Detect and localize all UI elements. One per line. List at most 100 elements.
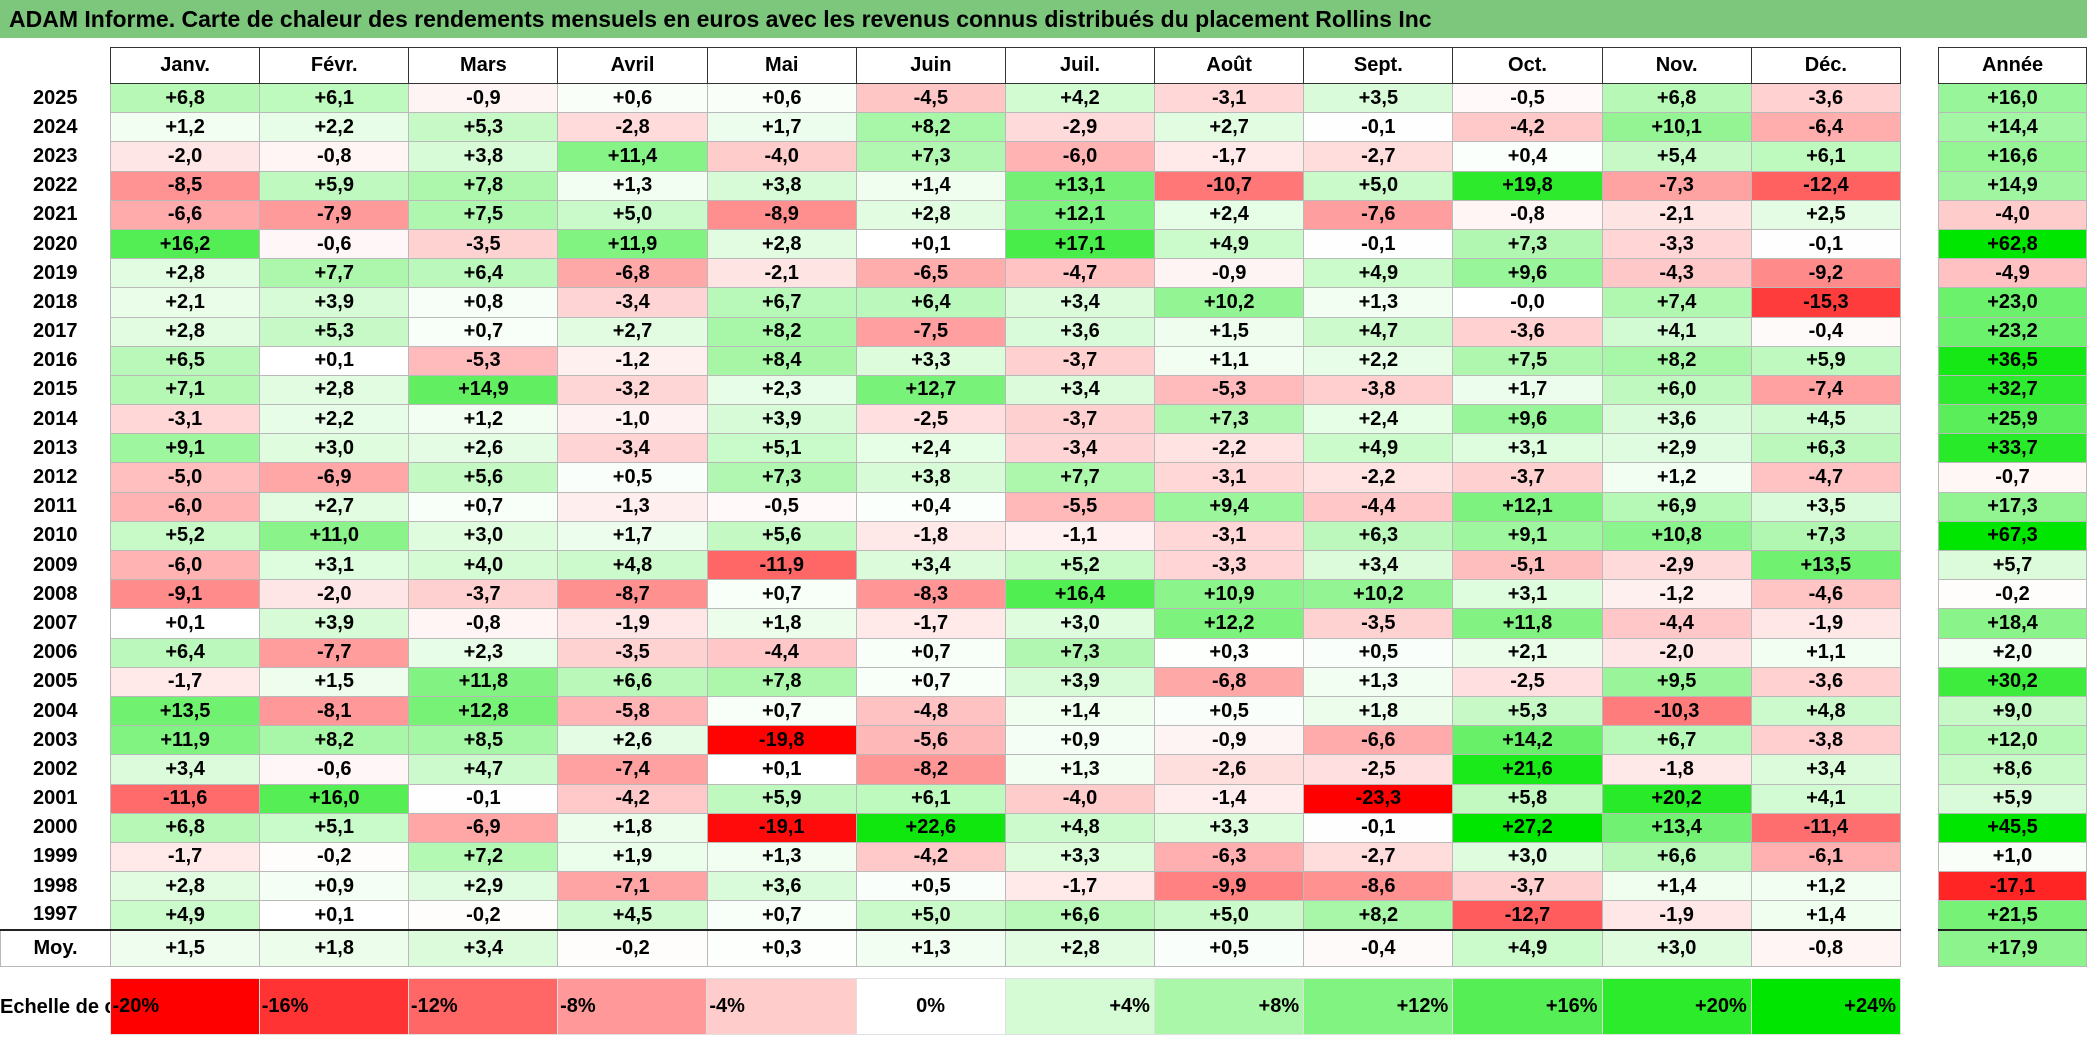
- annual-cell: -4,9: [1938, 258, 2087, 289]
- heatmap-cell: +2,1: [1452, 637, 1603, 668]
- heatmap-cell: +0,1: [109, 608, 261, 639]
- heatmap-cell: +5,0: [557, 199, 708, 230]
- annual-cell: +62,8: [1938, 228, 2087, 260]
- month-header: Déc.: [1750, 47, 1902, 84]
- heatmap-cell: +7,1: [109, 374, 261, 406]
- annual-cell: +32,7: [1938, 374, 2087, 406]
- heatmap-cell: +1,2: [1750, 871, 1902, 902]
- heatmap-cell: +6,8: [1601, 82, 1752, 114]
- heatmap-cell: -2,0: [1601, 637, 1752, 668]
- heatmap-cell: +7,4: [1601, 287, 1752, 318]
- heatmap-cell: +7,5: [408, 199, 559, 230]
- year-label: 2018: [33, 290, 78, 313]
- year-label: 2012: [33, 466, 78, 489]
- color-scale-label: Echelle de couleur: [0, 995, 110, 1018]
- annual-cell: +5,9: [1938, 783, 2087, 814]
- heatmap-cell: +3,3: [1154, 812, 1305, 843]
- heatmap-cell: +0,5: [1303, 637, 1454, 668]
- heatmap-cell: +3,9: [259, 287, 410, 318]
- heatmap-cell: +10,1: [1601, 112, 1752, 143]
- heatmap-cell: +0,9: [1004, 725, 1156, 756]
- heatmap-cell: +19,8: [1452, 170, 1603, 201]
- heatmap-cell: +2,9: [408, 871, 559, 902]
- year-label: 2002: [33, 757, 78, 780]
- annual-row: +17,3: [1938, 491, 2087, 522]
- heatmap-cell: +6,4: [109, 637, 261, 668]
- heatmap-cell: +8,2: [259, 725, 410, 756]
- year-row: 2010 +5,2 +11,0 +3,0 +1,7 +5,6 -1,8 -1,1 -3,1 +6,…: [1, 520, 1902, 552]
- average-row: Moy. +1,5 +1,8 +3,4 -0,2 +0,3 +1,3 +2,8 +0,5 -0,4…: [0, 928, 1902, 968]
- heatmap-cell: -5,5: [1004, 491, 1156, 522]
- heatmap-cell: +8,2: [1303, 900, 1454, 931]
- heatmap-cell: +2,7: [259, 491, 410, 522]
- heatmap-cell: +0,6: [706, 82, 857, 114]
- year-label: 2019: [33, 261, 78, 284]
- heatmap-cell: -5,6: [855, 725, 1006, 756]
- annual-cell: -0,7: [1938, 462, 2087, 493]
- annual-row: -4,0: [1938, 199, 2087, 230]
- heatmap-cell: +2,3: [706, 374, 857, 406]
- heatmap-cell: +1,8: [557, 812, 708, 843]
- heatmap-cell: +11,4: [557, 141, 708, 172]
- month-header: Janv.: [109, 47, 261, 84]
- heatmap-cell: +1,4: [1750, 900, 1902, 931]
- heatmap-cell: +4,8: [1750, 695, 1902, 727]
- year-label: 2016: [33, 349, 78, 372]
- heatmap-cell: -4,8: [855, 695, 1006, 727]
- heatmap-cell: +9,6: [1452, 404, 1603, 435]
- heatmap-cell: +11,0: [259, 520, 410, 552]
- year-row: 2017 +2,8 +5,3 +0,7 +2,7 +8,2 -7,5 +3,6 +1,5 +4,7…: [1, 316, 1902, 347]
- heatmap-cell: +4,1: [1750, 783, 1902, 814]
- heatmap-cell: -7,9: [259, 199, 410, 230]
- year-label: 2001: [33, 787, 78, 810]
- year-row: 2020 +16,2 -0,6 -3,5 +11,9 +2,8 +0,1 +17,1 +4,9-…: [1, 228, 1902, 260]
- heatmap-cell: -4,0: [706, 141, 857, 172]
- heatmap-cell: +4,5: [1750, 404, 1902, 435]
- heatmap-cell: +3,9: [1004, 666, 1156, 697]
- heatmap-cell: -1,4: [1154, 783, 1305, 814]
- heatmap-cell: +5,9: [259, 170, 410, 201]
- heatmap-cell: +3,1: [1452, 433, 1603, 464]
- heatmap-cell: -3,8: [1303, 374, 1454, 406]
- annual-row: -0,2: [1938, 579, 2087, 610]
- annual-average-cell: +17,9: [1938, 928, 2087, 968]
- heatmap-cell: -6,0: [109, 491, 261, 522]
- heatmap-cell: +1,7: [557, 520, 708, 552]
- heatmap-cell: +3,0: [259, 433, 410, 464]
- heatmap-cell: +0,5: [1154, 695, 1305, 727]
- color-scale: Echelle de couleur -20%-16%-12%-8%-4%0%+…: [0, 978, 1902, 1035]
- heatmap-cell: +11,9: [557, 228, 708, 260]
- average-cell: +1,8: [259, 928, 410, 968]
- annual-row: +33,7: [1938, 433, 2087, 464]
- heatmap-cell: -8,1: [259, 695, 410, 727]
- color-scale-step: +20%: [1601, 978, 1752, 1035]
- heatmap-cell: +6,0: [1601, 374, 1752, 406]
- heatmap-cell: -4,2: [557, 783, 708, 814]
- annual-row: +23,2: [1938, 316, 2087, 347]
- heatmap-cell: -2,7: [1303, 841, 1454, 873]
- annual-table: Année +16,0 +14,4 +16,6 +14,9 -4,0 +62,8 -4,9 +…: [1938, 47, 2087, 968]
- heatmap-cell: +1,3: [1303, 666, 1454, 697]
- color-scale-row: Echelle de couleur -20%-16%-12%-8%-4%0%+…: [0, 978, 1902, 1035]
- year-row: 2006 +6,4 -7,7 +2,3 -3,5 -4,4 +0,7 +7,3 +0,3 +0,5…: [1, 637, 1902, 668]
- heatmap-cell: -1,8: [855, 520, 1006, 552]
- month-header-row: Janv. Févr. Mars Avril Mai Juin Juil. Août Sept.…: [1, 47, 1902, 84]
- heatmap-cell: +4,2: [1004, 82, 1156, 114]
- heatmap-cell: +13,4: [1601, 812, 1752, 843]
- heatmap-cell: -7,7: [259, 637, 410, 668]
- annual-header: Année: [1938, 47, 2087, 84]
- annual-cell: -17,1: [1938, 871, 2087, 902]
- heatmap-cell: +3,3: [855, 345, 1006, 376]
- heatmap-cell: +7,2: [408, 841, 559, 873]
- heatmap-cell: -3,5: [1303, 608, 1454, 639]
- heatmap-cell: -2,2: [1154, 433, 1305, 464]
- heatmap-cell: -3,3: [1154, 549, 1305, 581]
- heatmap-cell: +9,1: [1452, 520, 1603, 552]
- heatmap-cell: +1,7: [706, 112, 857, 143]
- color-scale-step: +4%: [1004, 978, 1155, 1035]
- annual-row: -4,9: [1938, 258, 2087, 289]
- heatmap-cell: +10,2: [1154, 287, 1305, 318]
- heatmap-cell: -9,1: [109, 579, 261, 610]
- heatmap-cell: +3,9: [259, 608, 410, 639]
- header-corner: [1, 48, 111, 84]
